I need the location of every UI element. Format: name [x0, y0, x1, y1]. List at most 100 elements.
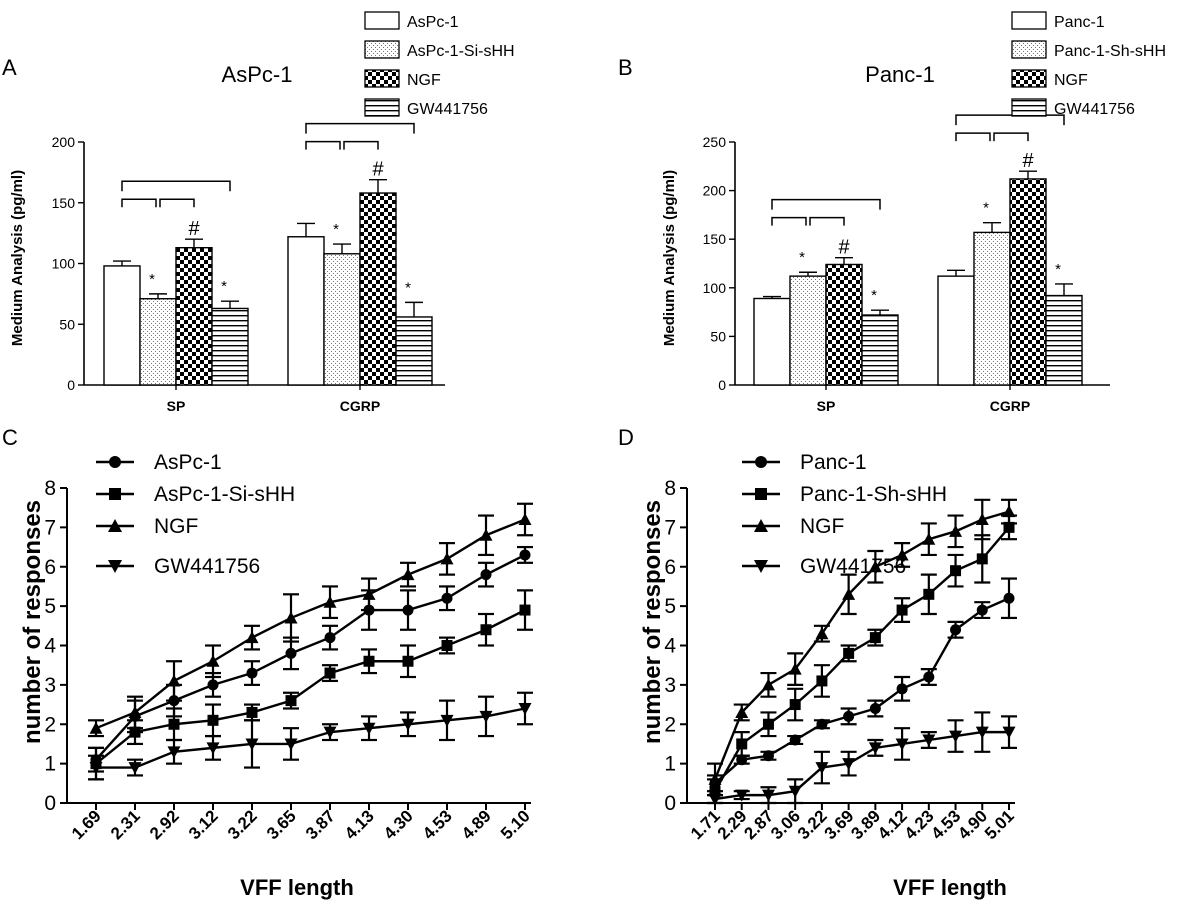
- chart-d-legend-label: GW441756: [800, 555, 906, 578]
- chart-c-data-point: [128, 762, 142, 775]
- chart-c-data-point: [323, 595, 337, 608]
- chart-d-ytick-label: 5: [664, 595, 676, 618]
- chart-a-ytick-label: 100: [52, 256, 76, 272]
- chart-a-bar: [139, 298, 177, 386]
- chart-c-data-point: [402, 655, 414, 667]
- chart-a-legend-swatch: [364, 69, 400, 88]
- chart-d-series-line: [714, 730, 1009, 801]
- chart-d-ytick-label: 7: [664, 516, 676, 539]
- chart-a-legend-label: AsPc-1: [407, 14, 459, 31]
- chart-d-data-point: [868, 560, 882, 573]
- chart-b-bracket: [771, 198, 881, 210]
- chart-c-data-point: [440, 552, 454, 565]
- chart-c-ytick-label: 0: [44, 792, 56, 815]
- chart-c-xtick-label: 3.87: [302, 806, 339, 843]
- chart-b-bracket: [955, 114, 1065, 126]
- chart-d-data-point: [1002, 726, 1016, 739]
- chart-c-data-point: [480, 624, 492, 636]
- chart-b-bracket: [771, 216, 807, 226]
- chart-c-data-point: [167, 746, 181, 759]
- chart-b-bracket: [993, 132, 1029, 142]
- chart-d-legend-label: Panc-1: [800, 451, 867, 474]
- chart-d-data-point: [788, 785, 802, 798]
- chart-a-significance-star: *: [221, 278, 227, 295]
- chart-c-data-point: [479, 710, 493, 723]
- chart-d-data-point: [842, 587, 856, 600]
- chart-c-xtick-label: 2.31: [107, 806, 144, 843]
- chart-c-data-point: [246, 706, 258, 718]
- chart-c-ytick-label: 8: [44, 477, 56, 500]
- chart-d-data-point: [923, 671, 935, 683]
- chart-c-data-point: [128, 705, 142, 718]
- panel-label-d: D: [618, 425, 634, 450]
- chart-a-legend-swatch: [364, 98, 400, 117]
- chart-d-data-point: [975, 513, 989, 525]
- chart-c-data-point: [206, 654, 220, 667]
- chart-b-legend-swatch: [1011, 40, 1047, 59]
- chart-c-ytick-label: 1: [44, 753, 56, 776]
- chart-c-legend-label: GW441756: [154, 555, 260, 578]
- chart-d-legend-marker: [754, 560, 768, 573]
- chart-d-data-point: [735, 789, 749, 802]
- chart-d-ytick-label: 4: [664, 635, 676, 658]
- chart-c-data-point: [518, 703, 532, 715]
- chart-b-ytick-label: 250: [703, 134, 727, 150]
- chart-c-legend-marker: [109, 488, 121, 500]
- chart-b-ytick-label: 0: [718, 377, 726, 393]
- chart-b-title: Panc-1: [865, 62, 935, 87]
- chart-c-data-point: [402, 604, 414, 616]
- chart-b-bracket: [809, 216, 845, 226]
- chart-a-ytick-label: 0: [67, 377, 75, 393]
- chart-d-data-point: [843, 647, 855, 659]
- chart-a-legend-label: AsPc-1-Si-sHH: [407, 43, 515, 60]
- chart-c-series-line: [95, 518, 526, 730]
- chart-a-bracket: [121, 198, 157, 208]
- chart-a-significance-star: *: [333, 221, 339, 238]
- chart-a-bar: [287, 236, 325, 386]
- chart-c-xtick-label: 4.13: [341, 806, 378, 843]
- chart-c-data-point: [206, 742, 220, 755]
- chart-c-data-point: [324, 667, 336, 679]
- chart-b-bar: [973, 231, 1011, 386]
- chart-c-series-line: [96, 707, 526, 769]
- chart-d-data-point: [736, 754, 748, 766]
- chart-d-ytick-label: 3: [664, 674, 676, 697]
- chart-a-bar: [395, 316, 433, 386]
- chart-d-data-point: [1002, 505, 1016, 518]
- chart-d-data-point: [950, 565, 962, 577]
- chart-c-xtick-label: 1.69: [68, 806, 105, 843]
- chart-d-data-point: [869, 632, 881, 644]
- chart-c-xtick-label: 3.65: [263, 806, 300, 843]
- chart-d-data-point: [976, 553, 988, 565]
- chart-a-legend-label: GW441756: [407, 101, 488, 118]
- chart-a-bar: [359, 192, 397, 386]
- chart-d-ytick-label: 2: [664, 713, 676, 736]
- chart-d-data-point: [896, 604, 908, 616]
- chart-d-data-point: [816, 675, 828, 687]
- chart-c-data-point: [246, 667, 258, 679]
- chart-c-data-point: [519, 604, 531, 616]
- chart-c-data-point: [479, 528, 493, 541]
- chart-b-ytick-label: 50: [710, 328, 726, 344]
- chart-c-data-point: [401, 568, 415, 581]
- chart-c-xtick-label: 4.30: [380, 806, 417, 843]
- chart-d-data-point: [975, 726, 989, 739]
- chart-c-xtick-label: 3.12: [185, 806, 222, 843]
- chart-b-legend-label: Panc-1: [1054, 14, 1105, 31]
- chart-c-legend-marker: [108, 519, 122, 532]
- chart-a-bracket: [305, 122, 415, 134]
- chart-a-title: AsPc-1: [222, 62, 293, 87]
- chart-b-legend-label: NGF: [1054, 72, 1088, 89]
- chart-b-bar: [861, 314, 899, 386]
- chart-c-ytick-label: 7: [44, 516, 56, 539]
- chart-d-data-point: [789, 699, 801, 711]
- chart-b-significance-star: *: [1055, 261, 1061, 278]
- chart-b-category-label: CGRP: [990, 398, 1030, 414]
- chart-c-ytick-label: 6: [44, 556, 56, 579]
- panel-label-c: C: [2, 425, 18, 450]
- chart-d-data-point: [895, 548, 909, 561]
- chart-d-data-point: [762, 750, 774, 762]
- chart-a-legend-swatch: [364, 40, 400, 59]
- chart-b-significance-hash: #: [1022, 150, 1034, 172]
- chart-a-category-label: SP: [167, 398, 186, 414]
